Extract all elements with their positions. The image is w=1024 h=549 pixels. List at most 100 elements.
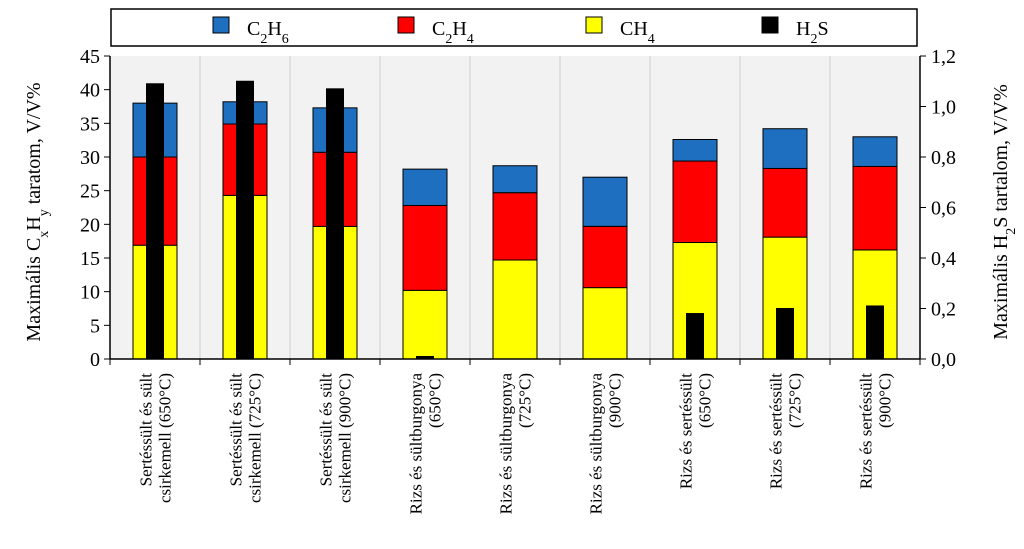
category-label: Sertéssült és sült csirkemell (900°C)	[317, 373, 355, 503]
y-right-tick-label: 0,2	[931, 299, 956, 321]
legend-text: H	[452, 18, 466, 40]
legend-text: H	[267, 18, 281, 40]
category-label: Rizs és sertéssült (725°C)	[767, 373, 805, 489]
y-right-tick-label: 0,0	[931, 349, 956, 371]
bar-c2h6	[672, 138, 718, 162]
bar-h2s	[776, 308, 794, 360]
y-left-tick-label: 20	[80, 214, 100, 236]
bar-ch4	[582, 287, 628, 360]
right-axis-ticks: 0,0 0,2 0,4 0,6 0,8 1,0 1,2	[920, 46, 956, 371]
y-right-tick-label: 0,4	[931, 248, 956, 270]
category-label-line: Rizs és sültburgonya	[407, 373, 426, 515]
legend: C2H6 C2H4 CH4 H2S	[212, 16, 829, 47]
category-label-line: Rizs és sültburgonya	[587, 373, 606, 515]
legend-sub: 6	[282, 32, 289, 47]
bar-h2s	[146, 83, 164, 360]
y-axis-right-label: Maximális H2S tartalom, V/V%	[990, 84, 1019, 340]
legend-swatch-c2h4	[397, 16, 415, 34]
category-label-line: (650°C)	[426, 373, 445, 428]
y-left-tick-label: 0	[90, 349, 100, 371]
category-label: Rizs és sültburgonya (725°C)	[497, 373, 535, 515]
y-label-sub: x	[37, 231, 52, 238]
category-label-line: (900°C)	[606, 373, 625, 428]
legend-text: C	[247, 18, 260, 40]
legend-box	[110, 8, 918, 47]
category-label-line: (725°C)	[516, 373, 535, 428]
category-labels: Sertéssült és sült csirkemell (650°C) Sert…	[137, 373, 895, 515]
legend-swatch-h2s	[761, 16, 779, 34]
bar-c2h6	[852, 136, 898, 167]
legend-label-ch4: CH4	[620, 18, 655, 47]
legend-text: C	[432, 18, 445, 40]
bar-c2h4	[672, 160, 718, 244]
category-label-line: csirkemell (650°C)	[156, 373, 175, 503]
y-label-part: S tartalom, V/V%	[990, 84, 1012, 228]
bar-c2h6	[762, 128, 808, 169]
category-label-line: Rizs és sertéssült	[857, 373, 876, 489]
bar-h2s	[236, 80, 254, 360]
category-label-line: Rizs és sertéssült	[677, 373, 696, 489]
y-left-tick-label: 30	[80, 147, 100, 169]
y-label-part: taratom, V/V%	[23, 82, 45, 209]
bar-h2s	[326, 88, 344, 360]
y-right-tick-label: 0,6	[931, 198, 956, 220]
legend-label-h2s: H2S	[796, 18, 829, 47]
y-left-tick-label: 40	[80, 80, 100, 102]
category-label-line: Sertéssült és sült	[137, 373, 156, 487]
category-label-line: Rizs és sültburgonya	[497, 373, 516, 515]
bar-ch4	[402, 289, 448, 360]
grid	[199, 56, 831, 359]
legend-text: H	[796, 18, 810, 40]
category-label-line: csirkemell (725°C)	[246, 373, 265, 503]
category-label: Rizs és sültburgonya (900°C)	[587, 373, 625, 515]
y-axis-left-label: Maximális CxHy taratom, V/V%	[23, 82, 52, 341]
legend-swatch-c2h6	[212, 16, 230, 34]
y-right-tick-label: 1,2	[931, 46, 956, 68]
legend-sub: 2	[810, 32, 817, 47]
category-label: Rizs és sültburgonya (650°C)	[407, 373, 445, 515]
category-label-line: (900°C)	[876, 373, 895, 428]
y-left-tick-label: 35	[80, 113, 100, 135]
category-label: Rizs és sertéssült (900°C)	[857, 373, 895, 489]
category-label-line: (725°C)	[786, 373, 805, 428]
y-right-tick-label: 1,0	[931, 97, 956, 119]
y-left-tick-label: 15	[80, 248, 100, 270]
y-right-tick-label: 0,8	[931, 147, 956, 169]
legend-label-c2h6: C2H6	[247, 18, 289, 47]
bars	[132, 80, 898, 360]
legend-label-c2h4: C2H4	[432, 18, 474, 47]
y-label-part: Maximális H	[990, 235, 1012, 340]
legend-text: CH	[620, 18, 648, 40]
bar-h2s	[866, 305, 884, 360]
category-label: Sertéssült és sült csirkemell (725°C)	[227, 373, 265, 503]
bar-c2h6	[402, 168, 448, 206]
bar-c2h4	[492, 192, 538, 261]
y-left-tick-label: 5	[90, 315, 100, 337]
category-label-line: (650°C)	[696, 373, 715, 428]
bar-c2h4	[762, 167, 808, 238]
y-label-sub: y	[37, 209, 52, 216]
y-left-tick-label: 45	[80, 46, 100, 68]
y-label-sub: 2	[1004, 228, 1019, 235]
category-label-line: Sertéssült és sült	[317, 373, 336, 487]
bar-c2h6	[492, 165, 538, 194]
legend-swatch-ch4	[585, 16, 603, 34]
legend-sub: 2	[445, 32, 452, 47]
category-label-line: Sertéssült és sült	[227, 373, 246, 487]
bar-c2h4	[402, 204, 448, 291]
category-label: Sertéssült és sült csirkemell (650°C)	[137, 373, 175, 503]
category-label: Rizs és sertéssült (650°C)	[677, 373, 715, 489]
y-label-part: H	[23, 216, 45, 230]
y-label-part: Maximális C	[23, 238, 45, 342]
y-left-tick-label: 25	[80, 181, 100, 203]
bar-h2s	[686, 313, 704, 360]
category-label-line: csirkemell (900°C)	[336, 373, 355, 503]
bar-c2h4	[852, 165, 898, 251]
legend-text: S	[817, 18, 828, 40]
category-label-line: Rizs és sertéssült	[767, 373, 786, 489]
bar-c2h4	[582, 225, 628, 289]
legend-sub: 2	[260, 32, 267, 47]
legend-sub: 4	[467, 32, 474, 47]
legend-sub: 4	[648, 32, 655, 47]
